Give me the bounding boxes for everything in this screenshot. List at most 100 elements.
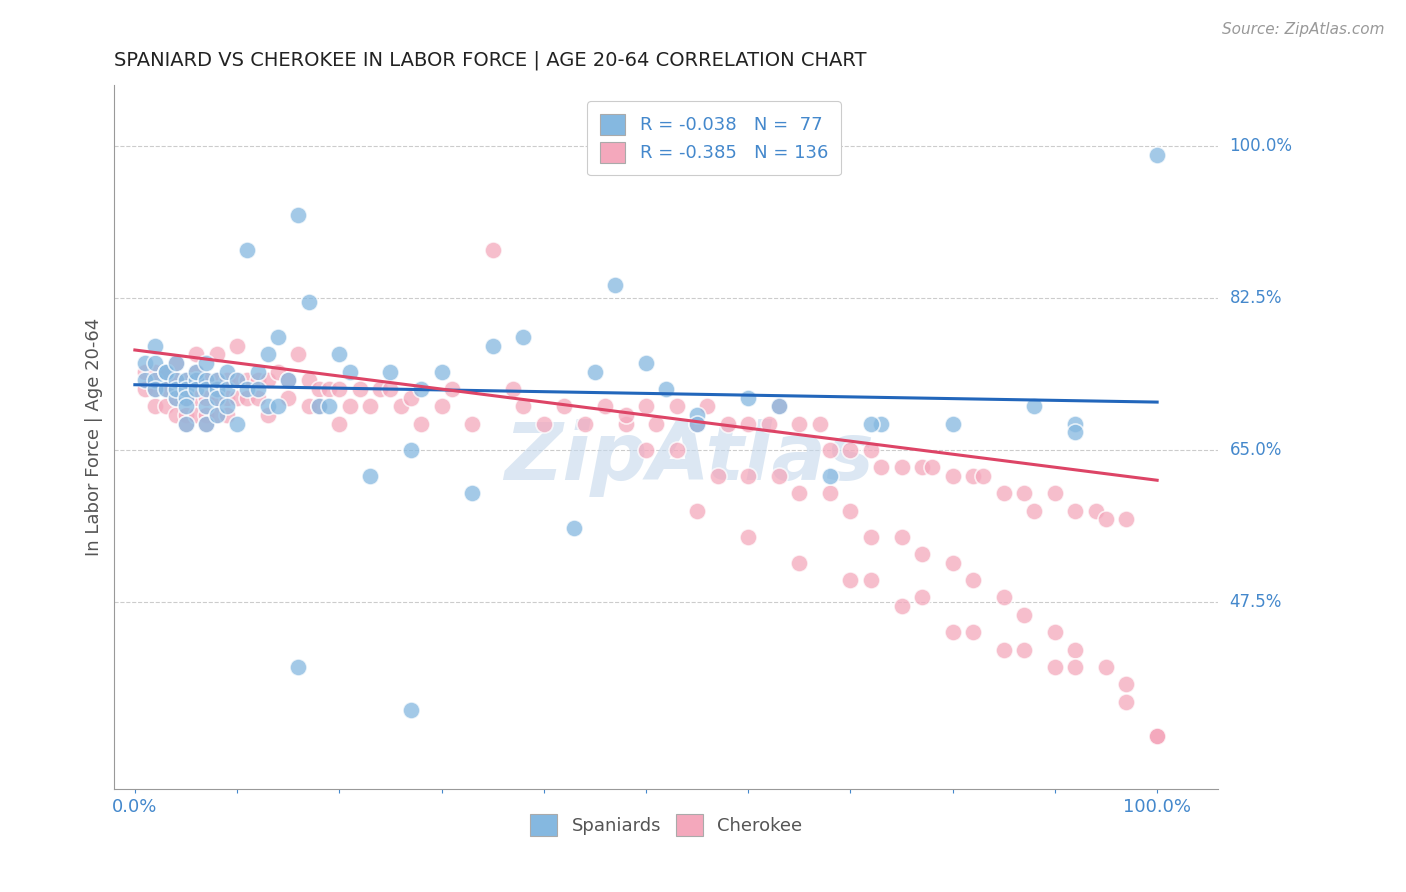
Point [789, 417, 811, 431]
Point [226, 373, 249, 387]
Point [993, 642, 1015, 657]
Point [1146, 730, 1168, 744]
Point [962, 625, 984, 640]
Point [165, 391, 187, 405]
Text: 65.0%: 65.0% [1230, 441, 1282, 458]
Point [165, 391, 187, 405]
Point [717, 417, 740, 431]
Point [174, 382, 197, 396]
Point [818, 486, 841, 500]
Point [134, 373, 156, 387]
Point [165, 373, 187, 387]
Point [1146, 147, 1168, 161]
Point [267, 365, 290, 379]
Point [818, 442, 841, 457]
Point [1043, 486, 1066, 500]
Point [339, 365, 361, 379]
Point [328, 347, 350, 361]
Point [870, 460, 893, 475]
Point [186, 382, 208, 396]
Point [318, 400, 340, 414]
Point [186, 391, 208, 405]
Point [942, 417, 965, 431]
Point [246, 365, 269, 379]
Text: ZipAtlas: ZipAtlas [503, 419, 873, 497]
Point [768, 469, 790, 483]
Point [1012, 486, 1035, 500]
Point [165, 356, 187, 370]
Point [143, 382, 166, 396]
Point [195, 417, 218, 431]
Point [236, 373, 259, 387]
Point [134, 382, 156, 396]
Point [890, 530, 912, 544]
Point [246, 391, 269, 405]
Point [174, 391, 197, 405]
Point [1064, 660, 1087, 674]
Point [143, 356, 166, 370]
Point [665, 442, 688, 457]
Point [236, 243, 259, 257]
Point [686, 417, 709, 431]
Point [205, 373, 228, 387]
Point [890, 460, 912, 475]
Point [1064, 425, 1087, 440]
Point [972, 469, 994, 483]
Point [186, 365, 208, 379]
Point [308, 400, 330, 414]
Point [461, 417, 484, 431]
Point [215, 391, 238, 405]
Point [134, 356, 156, 370]
Point [859, 442, 882, 457]
Point [1095, 512, 1118, 526]
Point [143, 382, 166, 396]
Point [368, 382, 391, 396]
Point [839, 442, 862, 457]
Point [143, 400, 166, 414]
Point [634, 400, 657, 414]
Point [246, 382, 269, 396]
Point [215, 382, 238, 396]
Point [512, 400, 534, 414]
Point [1146, 730, 1168, 744]
Point [665, 400, 688, 414]
Point [502, 382, 524, 396]
Point [1024, 400, 1046, 414]
Point [859, 573, 882, 587]
Point [287, 208, 309, 222]
Point [195, 373, 218, 387]
Point [186, 408, 208, 422]
Point [165, 356, 187, 370]
Point [174, 417, 197, 431]
Point [686, 417, 709, 431]
Point [1043, 625, 1066, 640]
Point [256, 373, 278, 387]
Point [399, 703, 422, 717]
Legend: Spaniards, Cherokee: Spaniards, Cherokee [523, 806, 810, 843]
Point [287, 347, 309, 361]
Point [737, 391, 759, 405]
Point [155, 365, 177, 379]
Point [481, 338, 503, 352]
Point [143, 365, 166, 379]
Point [962, 573, 984, 587]
Point [215, 408, 238, 422]
Point [195, 382, 218, 396]
Point [165, 408, 187, 422]
Point [186, 365, 208, 379]
Point [195, 417, 218, 431]
Point [399, 442, 422, 457]
Point [696, 400, 718, 414]
Point [205, 408, 228, 422]
Point [440, 382, 463, 396]
Point [409, 417, 432, 431]
Point [1064, 417, 1087, 431]
Point [174, 373, 197, 387]
Point [380, 382, 402, 396]
Point [911, 591, 934, 605]
Point [267, 400, 290, 414]
Point [614, 417, 637, 431]
Point [143, 338, 166, 352]
Point [267, 330, 290, 344]
Point [328, 417, 350, 431]
